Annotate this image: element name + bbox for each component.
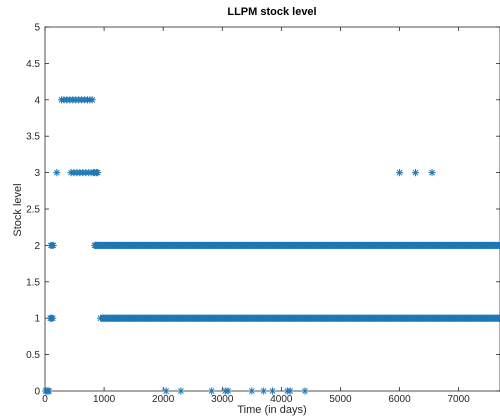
data-point — [301, 387, 309, 395]
data-point — [411, 169, 420, 177]
x-tick-label: 0 — [42, 394, 48, 405]
chart-title: LLPM stock level — [227, 6, 316, 18]
x-tick-label: 5000 — [329, 394, 352, 405]
y-axis-title: Stock level — [12, 183, 24, 236]
y-tick-label: 1.5 — [26, 277, 40, 288]
data-point — [93, 169, 102, 177]
data-point — [53, 169, 61, 177]
x-tick-label: 6000 — [388, 394, 411, 405]
y-tick-label: 4.5 — [26, 59, 40, 70]
data-point — [260, 387, 268, 395]
data-point — [49, 314, 57, 322]
data-point — [88, 96, 96, 104]
x-tick-label: 7000 — [448, 394, 471, 405]
data-point — [395, 169, 404, 177]
data-point — [224, 387, 232, 395]
data-point — [208, 387, 216, 395]
x-axis-title: Time (in days) — [237, 404, 306, 416]
y-tick-label: 1 — [34, 314, 40, 325]
y-tick-label: 0 — [34, 387, 40, 398]
y-tick-label: 0.5 — [26, 350, 40, 361]
x-tick-label: 3000 — [211, 394, 234, 405]
x-tick-label: 1000 — [93, 394, 116, 405]
data-point — [286, 387, 294, 395]
data-point — [177, 387, 185, 395]
plot-frame — [44, 26, 500, 392]
data-markers — [41, 96, 500, 395]
y-tick-label: 5 — [34, 23, 40, 34]
y-tick-label: 3 — [34, 168, 40, 179]
y-tick-label: 2.5 — [26, 205, 40, 216]
y-tick-label: 4 — [34, 95, 40, 106]
y-tick-label: 2 — [34, 241, 40, 252]
x-tick-label: 4000 — [270, 394, 293, 405]
data-point — [268, 387, 277, 395]
data-point — [94, 241, 102, 249]
data-point — [248, 387, 256, 395]
y-tick-label: 3.5 — [26, 132, 40, 143]
data-point — [428, 169, 436, 177]
data-point — [162, 387, 170, 395]
axes: 0 1000 2000 3000 4000 5000 6000 7000 0 0.5 1 1.5 2 2.… — [26, 23, 500, 405]
x-tick-label: 2000 — [152, 394, 175, 405]
data-point — [45, 387, 53, 395]
data-point — [49, 241, 57, 249]
